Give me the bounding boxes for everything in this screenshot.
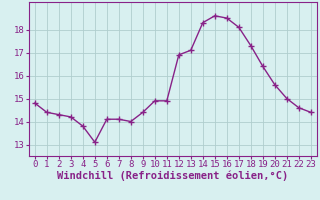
X-axis label: Windchill (Refroidissement éolien,°C): Windchill (Refroidissement éolien,°C) [57, 171, 288, 181]
